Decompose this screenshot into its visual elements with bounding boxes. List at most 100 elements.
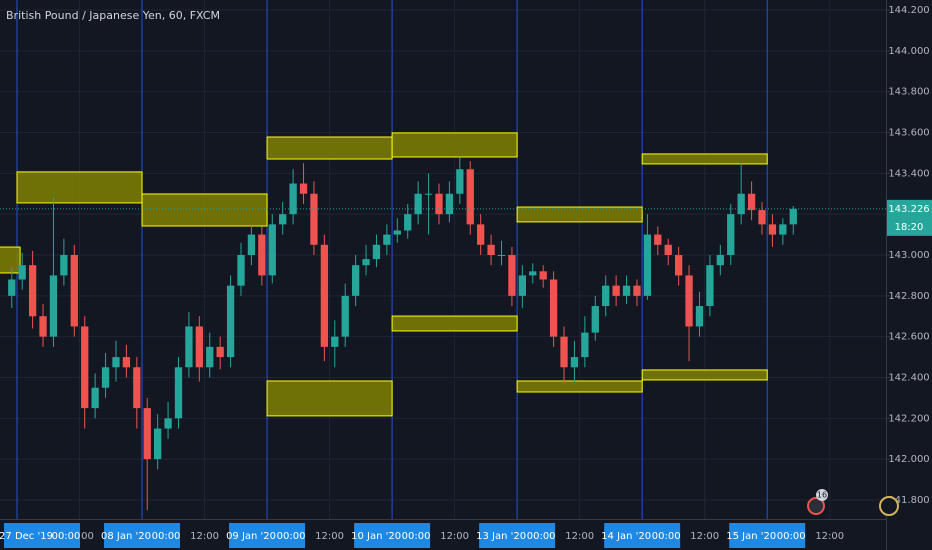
candle-body <box>39 316 47 337</box>
candle-body <box>18 265 26 280</box>
y-tick-label: 144.000 <box>888 46 929 57</box>
zones <box>0 132 768 417</box>
last-price-label: 143.226 <box>888 204 929 215</box>
candle-body <box>122 357 131 368</box>
y-tick-label: 141.800 <box>888 495 929 506</box>
candle-body <box>49 275 58 337</box>
y-tick-label: 142.000 <box>888 454 929 465</box>
zone <box>641 369 768 381</box>
candle-body <box>143 408 151 460</box>
candle-body <box>549 279 558 337</box>
candle-body <box>216 346 224 358</box>
x-tick-label: 12:00 <box>815 531 844 542</box>
candle-body <box>81 326 89 409</box>
candle-body <box>393 230 401 235</box>
time-label: 00:00 <box>527 531 556 542</box>
candle-body <box>664 244 672 255</box>
settings-icon[interactable] <box>879 496 899 516</box>
time-label: 00:00 <box>277 531 306 542</box>
candle-body <box>362 259 370 266</box>
date-box <box>729 523 806 548</box>
candles <box>8 157 797 511</box>
y-tick-label: 142.200 <box>888 413 929 424</box>
x-tick-label: 12:00 <box>690 531 719 542</box>
date-label: 08 Jan '20 <box>101 531 151 542</box>
y-tick-label: 142.400 <box>888 373 929 384</box>
candle-body <box>674 255 683 276</box>
candle-body <box>779 224 787 235</box>
candle-body <box>91 387 99 409</box>
x-tick-label: 12:00 <box>190 531 219 542</box>
candle-body <box>445 193 454 215</box>
price-axis <box>886 0 932 550</box>
zone <box>516 380 643 393</box>
zone <box>266 136 393 160</box>
date-label: 09 Jan '20 <box>226 531 276 542</box>
candle-body <box>424 193 433 195</box>
zone <box>0 246 21 274</box>
candle-body <box>341 295 349 337</box>
zone <box>641 153 768 165</box>
candle-body <box>737 193 745 215</box>
candle-body <box>570 357 579 368</box>
candle-body <box>685 275 693 327</box>
candle-body <box>747 193 756 211</box>
candle-body <box>174 367 183 419</box>
date-box <box>4 523 80 548</box>
y-tick-label: 144.200 <box>888 5 929 16</box>
candle-body <box>727 214 735 255</box>
candle-body <box>310 193 318 245</box>
candle-body <box>654 234 662 245</box>
events-icon[interactable] <box>807 497 825 515</box>
candle-body <box>206 346 214 368</box>
candle-body <box>289 183 297 215</box>
candle-body <box>695 306 704 327</box>
candle-body <box>591 306 599 333</box>
candle-body <box>529 271 537 276</box>
candle-body <box>768 224 777 235</box>
candle-body <box>643 234 652 296</box>
y-tick-label: 143.600 <box>888 128 929 139</box>
candle-body <box>258 234 266 276</box>
candle-body <box>414 193 422 215</box>
candle-body <box>539 271 547 280</box>
date-box <box>104 523 181 548</box>
time-label: 00:00 <box>777 531 806 542</box>
candle-body <box>789 208 797 225</box>
candle-body <box>279 214 287 225</box>
zone <box>16 171 143 204</box>
y-tick-label: 142.800 <box>888 291 929 302</box>
candle-body <box>112 357 120 368</box>
zone <box>141 193 268 227</box>
candle-body <box>195 326 203 368</box>
x-tick-label: 12:00 <box>315 531 344 542</box>
y-tick-label: 143.800 <box>888 87 929 98</box>
time-label: 00:00 <box>402 531 431 542</box>
candle-body <box>372 244 381 260</box>
candle-body <box>268 224 276 276</box>
chart-title: British Pound / Japanese Yen, 60, FXCM <box>6 9 220 22</box>
time-label: 00:00 <box>52 531 81 542</box>
date-label: 13 Jan '20 <box>476 531 526 542</box>
time-label: 00:00 <box>152 531 181 542</box>
candle-body <box>331 336 339 347</box>
candle-body <box>716 255 724 266</box>
candle-body <box>383 234 391 245</box>
candle-body <box>185 326 193 368</box>
candle-body <box>8 279 16 296</box>
candle-body <box>299 183 308 194</box>
candle-body <box>706 265 714 307</box>
candle-body <box>164 418 172 429</box>
candle-body <box>758 210 766 225</box>
candle-body <box>226 285 235 358</box>
date-box <box>479 523 556 548</box>
candle-body <box>133 367 141 409</box>
badge-bubble <box>816 489 828 501</box>
candle-body <box>237 255 245 286</box>
zone <box>516 206 643 223</box>
candle-body <box>456 169 464 194</box>
countdown-label: 18:20 <box>895 222 924 233</box>
y-tick-label: 143.400 <box>888 168 929 179</box>
date-label: 27 Dec '19 <box>0 531 53 542</box>
zone <box>266 380 393 417</box>
